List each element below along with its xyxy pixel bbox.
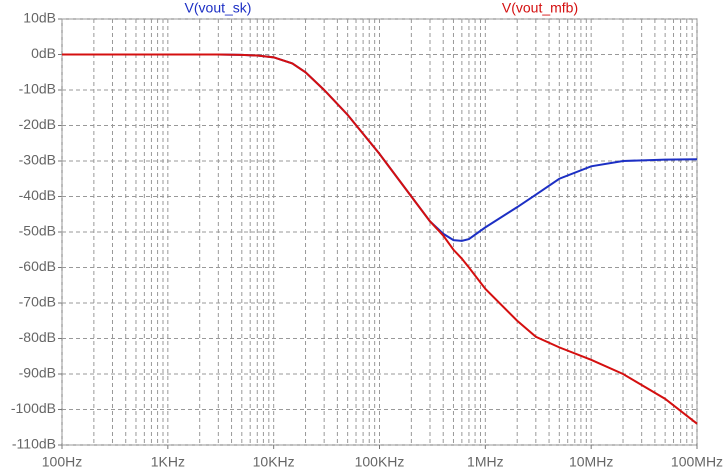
x-tick-label: 100MHz <box>671 454 723 470</box>
y-tick-label: 0dB <box>31 45 56 61</box>
series-line <box>62 53 698 425</box>
y-tick-label: -50dB <box>19 223 56 239</box>
legend-label: V(vout_mfb) <box>502 0 578 16</box>
y-tick-label: -80dB <box>19 329 56 345</box>
y-tick-label: -70dB <box>19 294 56 310</box>
x-tick-label: 1KHz <box>151 454 185 470</box>
y-tick-label: -30dB <box>19 152 56 168</box>
x-tick-label: 10MHz <box>569 454 613 470</box>
x-tick-label: 100Hz <box>42 454 82 470</box>
y-tick-label: -10dB <box>19 81 56 97</box>
y-tick-label: -90dB <box>19 365 56 381</box>
x-tick-label: 1MHz <box>467 454 504 470</box>
x-tick-label: 100KHz <box>355 454 405 470</box>
y-tick-label: -60dB <box>19 258 56 274</box>
y-tick-label: -100dB <box>11 400 56 416</box>
y-tick-label: -20dB <box>19 116 56 132</box>
y-tick-label: -110dB <box>12 436 56 452</box>
x-tick-label: 10KHz <box>253 454 295 470</box>
legend-label: V(vout_sk) <box>185 0 252 16</box>
y-tick-label: -40dB <box>19 187 56 203</box>
y-tick-label: 10dB <box>23 10 56 26</box>
